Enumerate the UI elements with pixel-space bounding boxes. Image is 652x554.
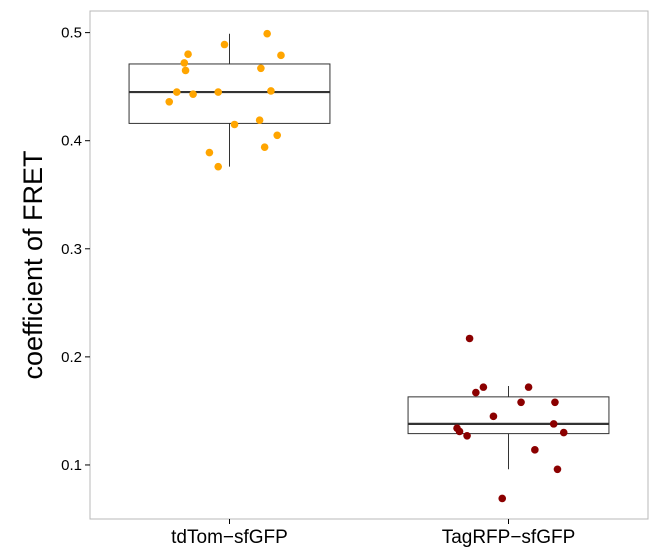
data-point — [551, 398, 559, 407]
data-point — [214, 88, 223, 96]
data-point — [277, 51, 285, 60]
x-tick-label: tdTom−sfGFP — [171, 527, 288, 548]
box-group — [128, 29, 331, 171]
data-point — [553, 465, 562, 474]
data-point — [172, 88, 181, 96]
data-point — [181, 66, 190, 75]
data-point — [549, 420, 558, 428]
data-point — [465, 334, 474, 343]
data-point — [214, 162, 223, 171]
box-groups — [128, 29, 610, 503]
data-point — [463, 431, 471, 440]
data-point — [263, 29, 271, 38]
data-point — [489, 412, 498, 421]
box-iqr — [407, 396, 610, 435]
y-tick-label: 0.2 — [61, 349, 82, 366]
data-point — [180, 59, 189, 67]
data-point — [472, 388, 480, 397]
data-point — [184, 50, 192, 59]
data-point — [220, 40, 229, 49]
data-point — [189, 90, 197, 99]
box-iqr — [128, 63, 331, 124]
data-point — [455, 427, 464, 436]
box-group — [407, 334, 610, 503]
data-point — [479, 383, 488, 391]
y-axis: 0.1 0.2 0.3 0.4 0.5 — [61, 25, 90, 474]
data-point — [524, 383, 533, 391]
data-point — [273, 131, 282, 140]
data-point — [517, 398, 525, 407]
data-point — [531, 446, 539, 454]
data-point — [267, 87, 275, 95]
data-point — [257, 64, 265, 73]
data-point — [230, 120, 239, 129]
data-point — [255, 116, 264, 124]
y-tick-label: 0.3 — [61, 241, 82, 258]
plot-panel — [89, 10, 649, 520]
data-point — [260, 143, 269, 151]
data-point — [559, 428, 568, 437]
data-point — [498, 494, 507, 503]
y-axis-title: coefficient of FRET — [18, 150, 48, 379]
data-point — [165, 97, 174, 106]
y-tick-label: 0.5 — [61, 25, 82, 42]
x-axis: tdTom−sfGFP TagRFP−sfGFP — [171, 519, 575, 548]
data-point — [205, 148, 214, 157]
x-tick-label: TagRFP−sfGFP — [442, 527, 576, 548]
y-tick-label: 0.1 — [61, 457, 82, 474]
y-tick-label: 0.4 — [61, 133, 82, 150]
